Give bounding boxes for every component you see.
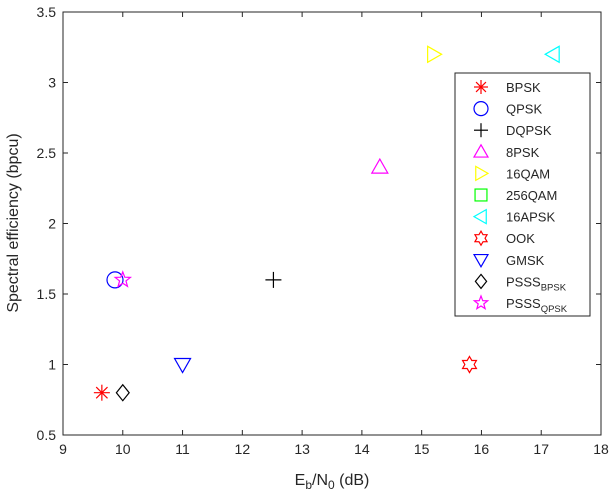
- legend-marker-16qam: [475, 165, 490, 182]
- legend-label-psss-qpsk: PSSSQPSK: [506, 296, 568, 315]
- point-8psk: [370, 157, 389, 174]
- legend-label-8psk: 8PSK: [506, 145, 540, 160]
- x-axis-label-part: E: [295, 472, 306, 489]
- legend-label-gmsk: GMSK: [506, 253, 545, 268]
- x-tick-label: 18: [593, 441, 609, 457]
- x-tick-label: 13: [294, 441, 310, 457]
- legend-label-16apsk: 16APSK: [506, 210, 555, 225]
- x-axis-label-subscript: 0: [328, 478, 335, 492]
- legend-marker-qpsk: [473, 100, 489, 117]
- point-psss-bpsk: [115, 383, 130, 402]
- legend-box: [454, 72, 591, 317]
- x-tick-label: 12: [235, 441, 251, 457]
- y-tick-label: 3.5: [37, 4, 57, 20]
- legend-marker-gmsk: [472, 253, 490, 269]
- x-axis-label-subscript: b: [305, 478, 312, 492]
- legend: BPSK QPSK DQPSK 8PSK 16QAM 256QAM 16APSK OOK GMS…: [454, 72, 591, 317]
- x-tick-label: 10: [115, 441, 131, 457]
- legend-marker-psss-qpsk: [472, 294, 490, 311]
- legend-label-dqpsk: DQPSK: [506, 123, 552, 138]
- legend-label-ook: OOK: [506, 231, 535, 246]
- x-tick-label: 11: [175, 441, 190, 457]
- point-dqpsk: [265, 271, 282, 288]
- legend-marker-dqpsk: [474, 123, 488, 138]
- y-axis-label: Spectral efficiency (bpcu): [5, 133, 22, 312]
- x-tick-label: 14: [354, 441, 370, 457]
- y-tick-label: 1.5: [37, 286, 57, 302]
- legend-label-bpsk: BPSK: [506, 80, 541, 95]
- x-axis-label: Eb/N0 (dB): [295, 472, 370, 492]
- point-qpsk: [106, 271, 124, 289]
- legend-marker-8psk: [472, 143, 490, 158]
- legend-marker-16apsk: [472, 208, 487, 225]
- point-psss-qpsk: [113, 270, 133, 288]
- legend-marker-256qam: [474, 188, 488, 202]
- y-tick-label: 3: [48, 75, 56, 91]
- y-tick-label: 2.5: [37, 145, 57, 161]
- legend-marker-bpsk: [474, 80, 488, 94]
- x-tick-label: 16: [474, 441, 490, 457]
- legend-label-psss-bpsk: PSSSBPSK: [506, 274, 567, 293]
- data-points: [93, 45, 560, 402]
- legend-marker-ook: [473, 230, 489, 247]
- x-tick-label: 17: [533, 441, 549, 457]
- point-gmsk: [173, 357, 192, 374]
- point-16apsk: [543, 45, 560, 64]
- x-axis-label-part: (dB): [335, 472, 370, 489]
- point-bpsk: [93, 384, 110, 401]
- legend-marker-psss-bpsk: [474, 273, 488, 290]
- point-16qam: [427, 45, 443, 64]
- y-tick-label: 1: [48, 357, 56, 373]
- legend-label-16qam: 16QAM: [506, 166, 550, 181]
- axes: 9 10 11 12 13 14 15 16 17 18 0.5 1 1.5 2 2.5 3 3.5: [37, 4, 609, 457]
- legend-label-qpsk: QPSK: [506, 102, 542, 117]
- x-tick-label: 9: [59, 441, 67, 457]
- x-tick-label: 15: [414, 441, 430, 457]
- point-ook: [461, 355, 478, 374]
- x-axis-label-part: /N: [312, 472, 328, 489]
- legend-label-256qam: 256QAM: [506, 188, 557, 203]
- y-tick-label: 0.5: [37, 427, 57, 443]
- y-tick-label: 2: [48, 216, 56, 232]
